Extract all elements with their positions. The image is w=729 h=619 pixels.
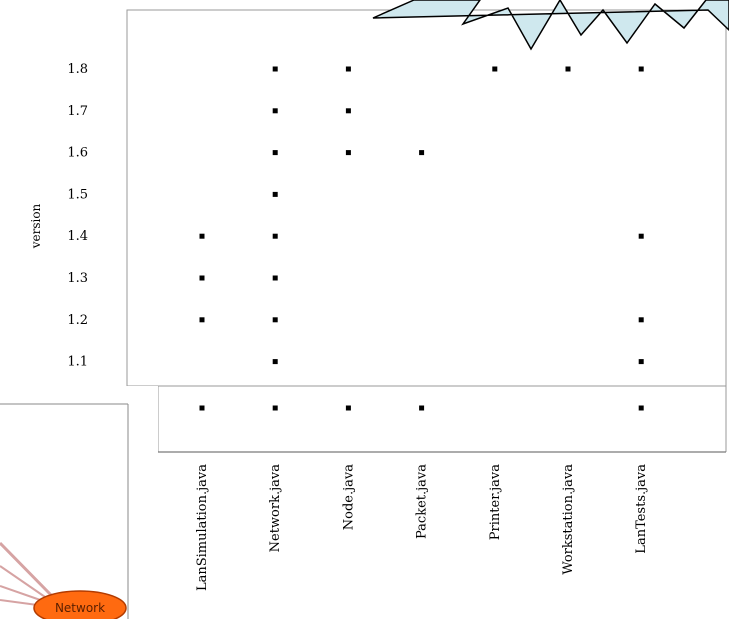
data-point	[638, 233, 644, 239]
data-point	[419, 150, 425, 156]
data-point	[272, 359, 278, 365]
data-point	[199, 233, 205, 239]
data-point	[272, 150, 278, 156]
y-tick-label: 1.2	[67, 313, 88, 328]
data-point	[638, 359, 644, 365]
data-point	[345, 108, 351, 114]
data-point	[272, 405, 278, 411]
data-point	[272, 317, 278, 323]
data-point	[199, 405, 205, 411]
graph-edge	[0, 565, 49, 600]
data-point	[199, 317, 205, 323]
data-point	[638, 66, 644, 72]
y-tick-label: 1.7	[67, 104, 88, 119]
data-point	[419, 405, 425, 411]
data-point	[272, 191, 278, 197]
graph-edge	[0, 541, 54, 598]
x-category-label: LanTests.java	[634, 464, 649, 554]
y-tick-label: 1.5	[67, 187, 88, 202]
y-tick-label: 1.8	[67, 62, 88, 77]
y-tick-label: 1.6	[67, 146, 88, 161]
x-category-label: Printer.java	[488, 464, 503, 540]
data-point	[272, 108, 278, 114]
data-point	[272, 275, 278, 281]
x-category-labels: LanSimulation.java Network.java Node.java P…	[195, 464, 649, 591]
x-category-label: LanSimulation.java	[195, 464, 210, 591]
x-category-label: Workstation.java	[561, 464, 576, 575]
data-point	[565, 66, 571, 72]
network-node-label: Network	[55, 601, 105, 615]
starburst-callout	[372, 0, 729, 51]
x-category-label: Node.java	[341, 464, 356, 530]
data-point	[638, 405, 644, 411]
data-point	[345, 150, 351, 156]
y-axis-title: version	[29, 203, 43, 249]
y-tick-labels: 1.1 1.2 1.3 1.4 1.5 1.6 1.7 1.8	[67, 62, 88, 370]
data-point	[199, 275, 205, 281]
data-point	[345, 66, 351, 72]
data-point	[272, 66, 278, 72]
data-point	[345, 405, 351, 411]
inset-network-panel: Network	[0, 386, 158, 619]
x-category-label: Packet.java	[415, 464, 430, 539]
y-tick-label: 1.1	[67, 355, 88, 370]
graph-edge	[0, 585, 47, 603]
data-points	[199, 66, 644, 411]
data-point	[492, 66, 498, 72]
data-point	[638, 317, 644, 323]
y-tick-label: 1.4	[67, 229, 88, 244]
x-category-label: Network.java	[268, 464, 283, 553]
network-node-bubble	[33, 590, 127, 619]
y-tick-label: 1.3	[67, 271, 88, 286]
data-point	[272, 233, 278, 239]
plot-area-border	[126, 9, 727, 387]
